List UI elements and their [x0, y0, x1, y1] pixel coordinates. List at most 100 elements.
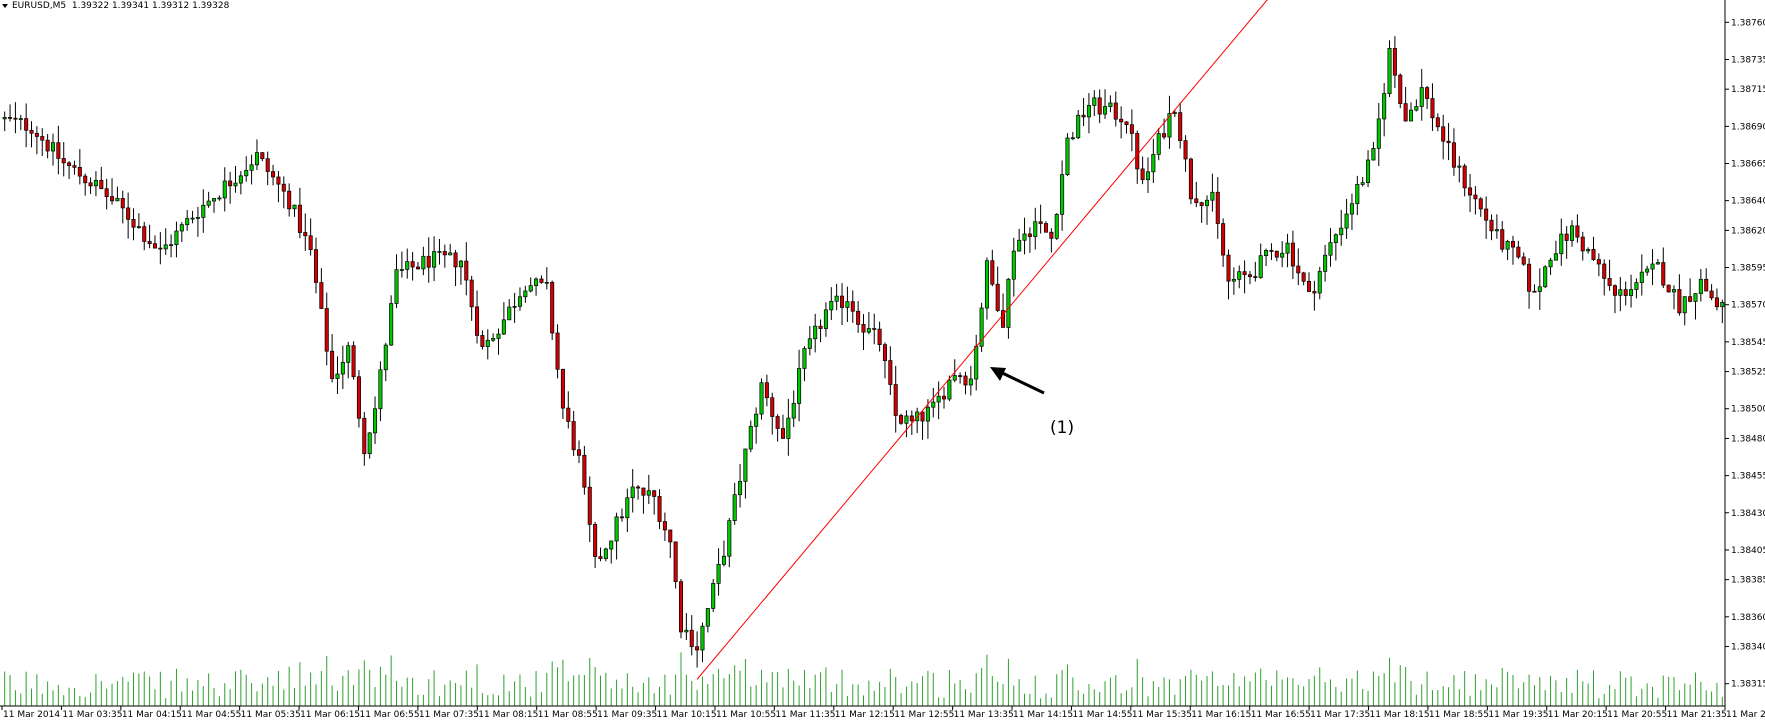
candle-bull	[163, 244, 168, 250]
candle	[40, 128, 45, 157]
candle-bear	[1296, 265, 1301, 274]
candle-bull	[603, 548, 608, 559]
candle	[1387, 40, 1392, 98]
candle	[179, 222, 184, 243]
candle	[646, 474, 651, 505]
candle-bear	[657, 496, 662, 522]
candle	[1210, 173, 1215, 212]
candle	[577, 440, 582, 464]
candle-bull	[201, 204, 206, 218]
candle-bull	[684, 629, 689, 633]
candle	[759, 378, 764, 420]
candle	[485, 329, 490, 360]
candle-bear	[362, 417, 367, 455]
candle	[1017, 228, 1022, 252]
candle	[1500, 221, 1505, 253]
candle	[738, 463, 743, 508]
candle	[931, 387, 936, 418]
price-tick-label: 1.38690	[1731, 122, 1765, 132]
candle	[1403, 86, 1408, 122]
candle-bear	[1242, 271, 1247, 276]
time-tick-label: 11 Mar 10:55	[716, 710, 776, 720]
trendline-layer[interactable]	[696, 0, 1298, 680]
candle-bull	[1543, 266, 1548, 288]
candle-bull	[630, 486, 635, 499]
candle-bull	[947, 379, 952, 400]
candle-bear	[1602, 263, 1607, 279]
time-tick-label: 11 Mar 03:35	[62, 710, 122, 720]
candle	[1462, 163, 1467, 197]
candle	[705, 607, 710, 633]
candle-bear	[1001, 310, 1006, 328]
time-tick-label: 11 Mar 13:35	[954, 710, 1014, 720]
candle-bull	[1264, 250, 1269, 257]
candle-bull	[1349, 203, 1354, 215]
candle-bear	[1468, 187, 1473, 196]
candle	[582, 445, 587, 495]
candle	[1591, 236, 1596, 262]
candle	[453, 249, 458, 287]
candle-bear	[83, 175, 88, 184]
candle	[1306, 272, 1312, 293]
candle	[448, 243, 453, 256]
candle-bear	[1247, 274, 1252, 277]
candle-bear	[142, 226, 147, 242]
candle-bull	[212, 198, 217, 202]
candle	[464, 242, 469, 296]
candle-bear	[1097, 97, 1102, 115]
candle-bear	[469, 279, 474, 308]
candle-bear	[1521, 256, 1526, 265]
candle-bear	[1575, 225, 1580, 238]
candle-bull	[1333, 234, 1338, 244]
candle	[882, 342, 887, 379]
candle-bull	[238, 175, 243, 184]
candle	[716, 548, 721, 596]
candle	[169, 234, 174, 258]
trendline[interactable]	[696, 0, 1298, 680]
price-tick-label: 1.38760	[1731, 18, 1765, 28]
candle-bear	[1473, 194, 1478, 200]
candle	[1188, 157, 1193, 205]
price-axis: 1.38760 1.38735 1.38715 1.38690 1.38665 1.386…	[1724, 0, 1765, 706]
triangle-down-icon[interactable]	[2, 3, 8, 8]
candle-bear	[1516, 246, 1521, 258]
candle	[1414, 99, 1419, 112]
candle-bear	[324, 308, 329, 352]
candle	[1022, 217, 1027, 255]
candle	[958, 372, 963, 384]
candle	[968, 365, 973, 396]
candle	[1671, 285, 1677, 310]
candle-bull	[754, 413, 759, 427]
candle	[72, 160, 77, 175]
candle-bull	[496, 333, 501, 339]
candle-bull	[1022, 233, 1027, 241]
candle-bull	[1586, 249, 1591, 252]
candle-bull	[1103, 106, 1108, 115]
candle	[1043, 221, 1049, 233]
candle-bear	[415, 266, 421, 270]
candle	[861, 314, 866, 351]
candle	[212, 198, 217, 213]
candle	[308, 218, 313, 256]
candle	[24, 103, 29, 148]
candle	[1194, 181, 1199, 208]
candle-bear	[61, 158, 66, 164]
candle	[1682, 296, 1687, 326]
candle	[1575, 214, 1580, 243]
candle	[630, 469, 635, 513]
candle	[1145, 157, 1150, 193]
candle	[1408, 102, 1414, 122]
candle-bear	[877, 328, 882, 346]
candle	[491, 333, 496, 343]
candle	[1221, 218, 1226, 267]
candle-bull	[738, 480, 743, 496]
candle	[1317, 266, 1322, 300]
candle	[442, 244, 447, 268]
candle-bear	[775, 416, 780, 429]
candle	[678, 578, 684, 639]
candle-bull	[748, 425, 753, 450]
candle	[1086, 93, 1091, 134]
candle-bear	[1129, 124, 1134, 134]
candle-bear	[72, 165, 77, 168]
